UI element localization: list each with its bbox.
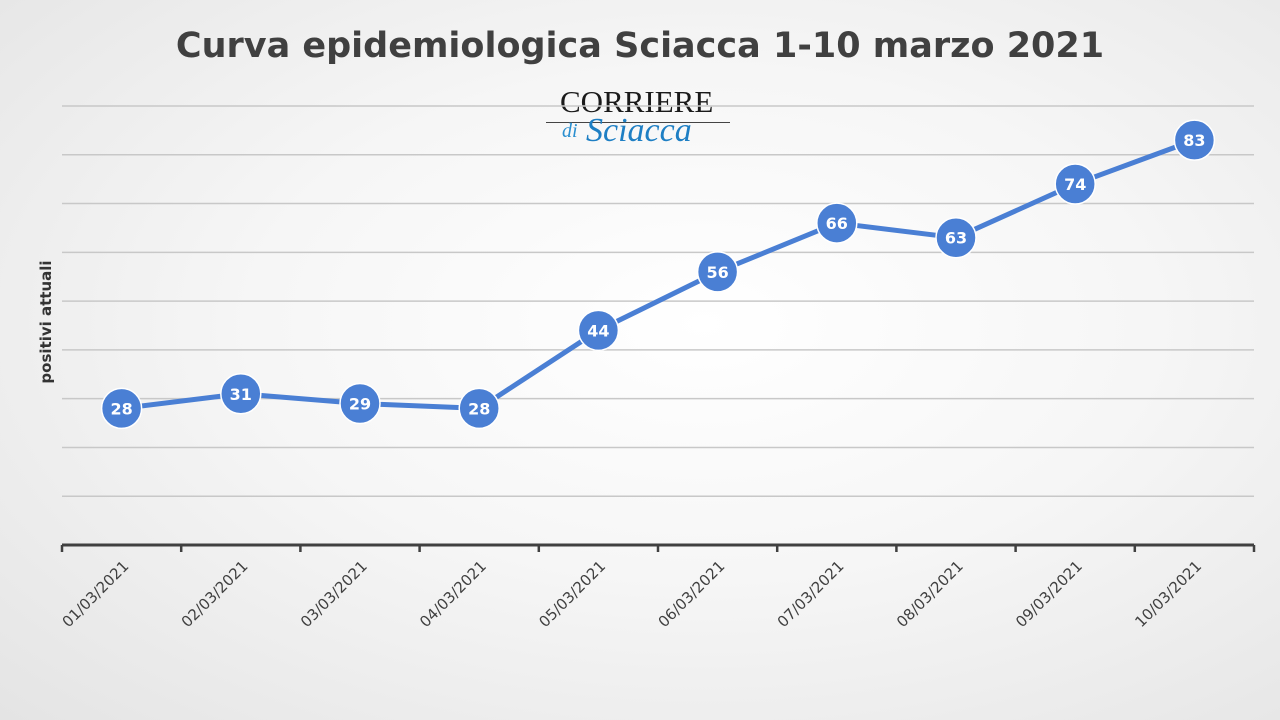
data-point (1054, 163, 1096, 205)
x-tick-label: 08/03/2021 (893, 557, 967, 631)
data-label: 44 (587, 321, 609, 340)
data-label: 74 (1064, 175, 1086, 194)
logo-rule (546, 122, 730, 123)
data-label: 29 (349, 395, 371, 414)
x-tick-label: 04/03/2021 (416, 557, 490, 631)
data-point (816, 202, 858, 244)
data-label: 28 (468, 399, 490, 418)
x-tick-label: 09/03/2021 (1012, 557, 1086, 631)
logo-line1: CORRIERE (560, 84, 714, 119)
x-tick-label: 07/03/2021 (774, 557, 848, 631)
corriere-di-sciacca-logo: CORRIERE di Sciacca (546, 82, 730, 154)
x-tick-label: 03/03/2021 (297, 557, 371, 631)
x-tick-label: 02/03/2021 (178, 557, 252, 631)
data-point (220, 373, 262, 415)
data-point (458, 387, 500, 430)
data-point (935, 216, 977, 259)
data-point (100, 387, 143, 430)
data-point (577, 309, 620, 352)
data-label: 31 (230, 385, 252, 404)
data-point (339, 382, 381, 425)
data-label: 83 (1183, 131, 1205, 150)
x-tick-label: 05/03/2021 (535, 557, 609, 631)
data-label: 63 (945, 229, 967, 248)
logo-line2: Sciacca (586, 112, 692, 149)
x-tick-label: 10/03/2021 (1131, 557, 1205, 631)
data-point (1173, 119, 1216, 161)
x-tick-label: 01/03/2021 (59, 557, 133, 631)
x-tick-label: 06/03/2021 (655, 557, 729, 631)
data-label: 56 (706, 263, 728, 282)
logo-prefix: di (562, 120, 578, 142)
chart-title: Curva epidemiologica Sciacca 1-10 marzo … (175, 26, 1105, 66)
series-line (121, 137, 1196, 411)
data-label: 28 (110, 399, 132, 418)
data-point (696, 251, 739, 293)
data-label: 66 (826, 214, 848, 233)
